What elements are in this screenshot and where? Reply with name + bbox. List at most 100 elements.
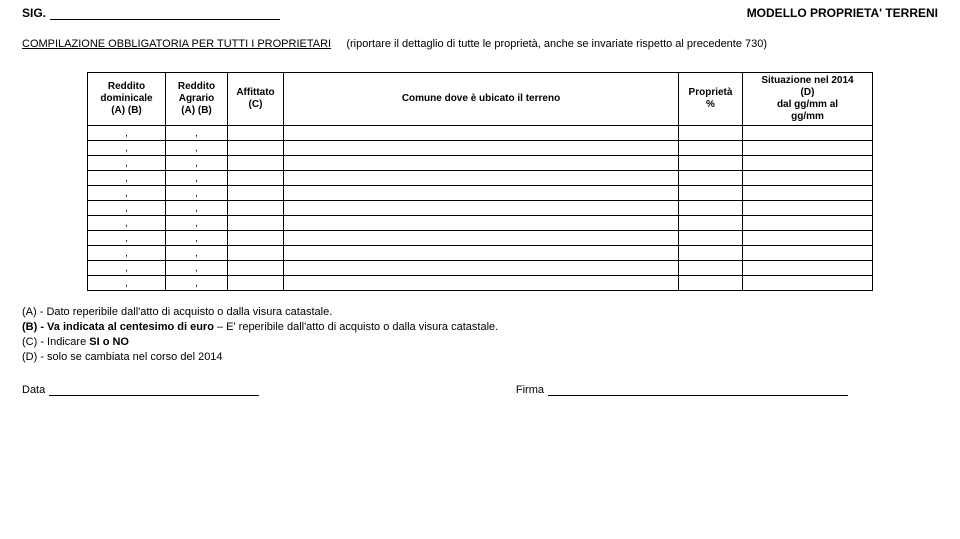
- cell: ,: [166, 141, 228, 156]
- title-right: MODELLO PROPRIETA' TERRENI: [747, 6, 938, 20]
- note-b: (B) - Va indicata al centesimo di euro –…: [22, 320, 938, 335]
- note-c-bold: SI o NO: [89, 336, 129, 348]
- cell: [228, 231, 284, 246]
- th-situazione: Situazione nel 2014 (D) dal gg/mm al gg/…: [743, 73, 873, 126]
- cell: ,: [88, 216, 166, 231]
- cell: [743, 216, 873, 231]
- cell: [743, 171, 873, 186]
- cell: [284, 201, 679, 216]
- table-body: ,,,,,,,,,,,,,,,,,,,,,,: [88, 126, 873, 291]
- cell: [743, 126, 873, 141]
- cell: [228, 141, 284, 156]
- sig-label: SIG.: [22, 6, 280, 20]
- cell: [284, 231, 679, 246]
- cell: [743, 261, 873, 276]
- cell: ,: [166, 246, 228, 261]
- table-row: ,,: [88, 216, 873, 231]
- cell: [284, 216, 679, 231]
- cell: [743, 141, 873, 156]
- cell: [284, 126, 679, 141]
- sig-text: SIG.: [22, 6, 46, 20]
- cell: [228, 186, 284, 201]
- cell: [743, 246, 873, 261]
- cell: [284, 246, 679, 261]
- cell: [228, 156, 284, 171]
- th-comune: Comune dove è ubicato il terreno: [284, 73, 679, 126]
- cell: ,: [88, 156, 166, 171]
- cell: [679, 201, 743, 216]
- cell: [228, 216, 284, 231]
- cell: ,: [166, 156, 228, 171]
- cell: [743, 231, 873, 246]
- cell: [679, 261, 743, 276]
- table-row: ,,: [88, 141, 873, 156]
- cell: [284, 261, 679, 276]
- cell: [284, 276, 679, 291]
- cell: ,: [166, 261, 228, 276]
- terreni-table: Reddito dominicale (A) (B) Reddito Agrar…: [87, 72, 873, 291]
- cell: [284, 186, 679, 201]
- table-row: ,,: [88, 171, 873, 186]
- cell: [679, 171, 743, 186]
- note-c-mid: Indicare: [47, 336, 89, 348]
- cell: ,: [166, 186, 228, 201]
- firma-underline: [548, 384, 848, 396]
- data-underline: [49, 384, 259, 396]
- th-reddito-dominicale: Reddito dominicale (A) (B): [88, 73, 166, 126]
- cell: [284, 156, 679, 171]
- cell: [679, 141, 743, 156]
- cell: [228, 246, 284, 261]
- cell: [679, 246, 743, 261]
- table-row: ,,: [88, 261, 873, 276]
- cell: [228, 126, 284, 141]
- cell: [228, 201, 284, 216]
- cell: ,: [166, 201, 228, 216]
- sub-paren: (riportare il dettaglio di tutte le prop…: [346, 38, 767, 50]
- note-b-rest: – E' reperibile dall'atto di acquisto o …: [214, 321, 498, 333]
- cell: [228, 171, 284, 186]
- cell: ,: [166, 231, 228, 246]
- note-b-bold: (B) - Va indicata al centesimo di euro: [22, 321, 214, 333]
- firma-label: Firma: [516, 384, 544, 396]
- cell: ,: [166, 276, 228, 291]
- table-row: ,,: [88, 246, 873, 261]
- cell: [743, 276, 873, 291]
- cell: ,: [166, 216, 228, 231]
- notes: (A) - Dato reperibile dall'atto di acqui…: [0, 291, 960, 364]
- th-reddito-agrario: Reddito Agrario (A) (B): [166, 73, 228, 126]
- sub-lead: COMPILAZIONE OBBLIGATORIA PER TUTTI I PR…: [22, 38, 331, 50]
- table-row: ,,: [88, 156, 873, 171]
- table-row: ,,: [88, 126, 873, 141]
- sub-row: COMPILAZIONE OBBLIGATORIA PER TUTTI I PR…: [0, 20, 960, 50]
- th-proprieta: Proprietà %: [679, 73, 743, 126]
- cell: [228, 261, 284, 276]
- footer: Data Firma: [0, 364, 960, 396]
- cell: ,: [166, 126, 228, 141]
- cell: [679, 276, 743, 291]
- cell: ,: [88, 231, 166, 246]
- th-affittato: Affittato (C): [228, 73, 284, 126]
- cell: [679, 186, 743, 201]
- cell: [679, 231, 743, 246]
- cell: ,: [88, 276, 166, 291]
- cell: [284, 171, 679, 186]
- cell: [743, 156, 873, 171]
- header-row: SIG. MODELLO PROPRIETA' TERRENI: [0, 0, 960, 20]
- cell: ,: [88, 246, 166, 261]
- cell: [679, 126, 743, 141]
- cell: [679, 216, 743, 231]
- table-row: ,,: [88, 201, 873, 216]
- cell: [228, 276, 284, 291]
- note-c-prefix: (C) -: [22, 336, 47, 348]
- sig-underline: [50, 19, 280, 20]
- cell: [743, 186, 873, 201]
- cell: ,: [88, 186, 166, 201]
- note-d: (D) - solo se cambiata nel corso del 201…: [22, 350, 938, 365]
- cell: ,: [88, 261, 166, 276]
- note-a: (A) - Dato reperibile dall'atto di acqui…: [22, 305, 938, 320]
- data-label: Data: [22, 384, 45, 396]
- table-row: ,,: [88, 231, 873, 246]
- table-row: ,,: [88, 186, 873, 201]
- cell: ,: [166, 171, 228, 186]
- cell: [284, 141, 679, 156]
